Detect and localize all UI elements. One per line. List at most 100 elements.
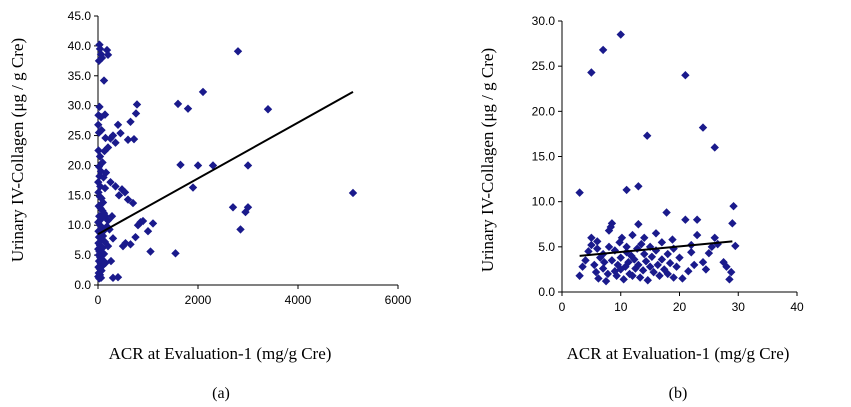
- chart-b-point: [698, 123, 708, 132]
- chart-a-point: [95, 212, 104, 221]
- chart-a-x-tick-label: 4000: [285, 293, 312, 307]
- chart-a-point: [95, 44, 105, 54]
- chart-a-point: [96, 182, 105, 191]
- chart-a-point: [96, 215, 106, 224]
- chart-b-point: [612, 271, 621, 280]
- chart-b-point: [710, 143, 719, 152]
- chart-a-point: [129, 134, 139, 144]
- chart-b-point: [729, 201, 738, 211]
- chart-b-point: [633, 244, 642, 253]
- chart-a-point: [133, 221, 143, 230]
- chart-a-point: [111, 182, 120, 191]
- chart-b-point: [704, 248, 714, 258]
- chart-b-point: [707, 242, 717, 252]
- chart-a-point: [99, 173, 108, 182]
- chart-b-point: [630, 255, 639, 264]
- chart-b-point: [634, 220, 643, 229]
- chart-a-point: [126, 117, 135, 127]
- chart-a-point: [106, 177, 115, 187]
- chart-a-point: [100, 110, 110, 119]
- chart-b-point: [681, 71, 690, 80]
- chart-a-point: [101, 212, 110, 221]
- chart-b-point: [645, 262, 655, 271]
- chart-b-point: [641, 257, 651, 266]
- chart-b-point: [692, 215, 702, 224]
- chart-a-y-tick-label: 5.0: [74, 248, 91, 262]
- chart-b-x-tick-label: 0: [559, 300, 566, 314]
- chart-a-point: [132, 100, 142, 109]
- chart-a: 0.0 5.0 10.0 15.0 20.0 25.0 30.0 35.0 40.0 45.0 0…: [8, 9, 412, 402]
- chart-b-y-tick-label: 20.0: [532, 104, 556, 118]
- chart-b-point: [663, 269, 672, 279]
- chart-b-point: [727, 267, 736, 277]
- chart-a-x-tick-label: 6000: [385, 293, 412, 307]
- chart-a-point: [103, 143, 113, 152]
- chart-b-point: [665, 258, 675, 268]
- chart-b-point: [653, 260, 662, 270]
- chart-b-point: [594, 274, 603, 283]
- chart-a-point: [233, 47, 243, 56]
- chart-b-point: [689, 260, 699, 270]
- chart-b-point: [616, 30, 625, 39]
- chart-a-point: [146, 247, 155, 256]
- chart-a-point: [183, 104, 193, 113]
- chart-a-point: [106, 256, 116, 266]
- chart-a-ylabel: Urinary IV-Collagen (μg / g Cre): [8, 38, 27, 262]
- chart-b-point: [647, 252, 657, 261]
- chart-b-point: [662, 208, 671, 217]
- chart-b-point: [622, 185, 631, 195]
- chart-a-y-tick-label: 35.0: [68, 69, 92, 83]
- chart-a-point: [96, 50, 106, 59]
- chart-b-x-tick-label: 20: [673, 300, 687, 314]
- chart-a-point: [148, 219, 158, 228]
- chart-b-point: [616, 253, 625, 262]
- chart-a-point: [243, 161, 253, 170]
- chart-a-point: [95, 152, 105, 161]
- chart-b-x-tick-label: 30: [732, 300, 746, 314]
- chart-a-point: [128, 198, 138, 208]
- chart-b-points: [575, 30, 740, 286]
- chart-a-y-tick-label: 25.0: [68, 129, 92, 143]
- chart-a-y-tick-label: 0.0: [74, 278, 91, 292]
- chart-a-point: [103, 241, 113, 251]
- chart-a-point: [188, 183, 198, 192]
- chart-a-point: [103, 50, 113, 60]
- chart-b-point: [607, 256, 617, 265]
- chart-b-point: [660, 265, 669, 274]
- chart-b-point: [655, 271, 664, 280]
- chart-b-point: [678, 274, 687, 283]
- chart-a-point: [111, 138, 120, 147]
- chart-b-caption: (b): [669, 385, 688, 402]
- chart-b-point: [581, 256, 590, 265]
- chart-b-point: [669, 273, 678, 282]
- chart-a-point: [95, 40, 104, 49]
- chart-b-point: [601, 276, 611, 286]
- chart-b-point: [635, 273, 645, 282]
- chart-a-point: [171, 249, 180, 258]
- chart-b-point: [698, 257, 708, 267]
- chart-a-point: [198, 87, 208, 97]
- chart-a-point: [98, 243, 107, 253]
- chart-a-point: [123, 195, 133, 204]
- chart-a-point: [126, 240, 135, 249]
- chart-a-point: [116, 128, 125, 138]
- chart-b-point: [603, 269, 613, 279]
- chart-a-trendline: [97, 91, 354, 236]
- chart-b-xlabel: ACR at Evaluation-1 (mg/g Cre): [567, 344, 790, 363]
- chart-a-point: [94, 111, 103, 120]
- chart-a-point: [100, 146, 109, 156]
- chart-a-point: [108, 273, 118, 283]
- chart-b-point: [728, 219, 737, 228]
- chart-b-point: [621, 262, 630, 271]
- chart-b-y-tick-label: 25.0: [532, 59, 556, 73]
- chart-b-point: [675, 253, 684, 262]
- chart-a-y-tick-label: 20.0: [68, 158, 92, 172]
- chart-b-point: [619, 275, 628, 284]
- chart-b-point: [638, 266, 648, 275]
- chart-b-point: [587, 233, 596, 242]
- chart-a-point: [243, 203, 253, 212]
- chart-b-point: [657, 255, 667, 264]
- chart-b-point: [731, 241, 740, 251]
- chart-b-point: [642, 131, 652, 140]
- chart-a-point: [173, 99, 183, 109]
